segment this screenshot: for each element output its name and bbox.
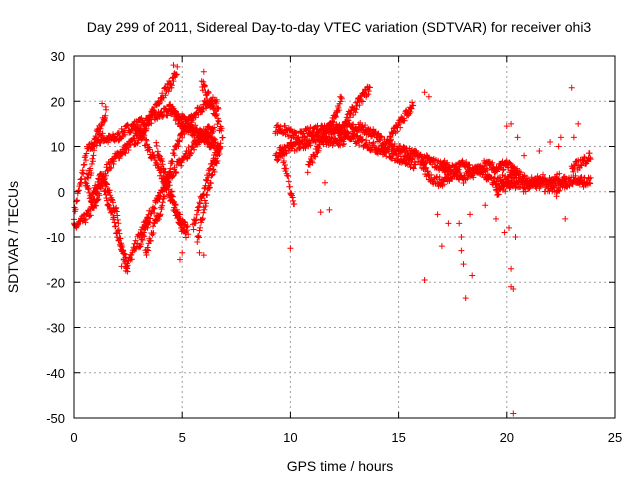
- series-track-l: [166, 101, 224, 153]
- grid-lines: [74, 56, 615, 418]
- data-points: [71, 62, 594, 417]
- y-tick-label: -30: [46, 321, 65, 336]
- x-tick-label: 25: [608, 430, 622, 445]
- y-tick-label: -10: [46, 230, 65, 245]
- x-tick-label: 5: [179, 430, 186, 445]
- x-tick-labels: 0 5 10 15 20 25: [70, 430, 622, 445]
- series-track-m: [198, 78, 226, 141]
- series-track-i: [153, 139, 192, 238]
- x-tick-label: 10: [283, 430, 297, 445]
- series-track-s: [326, 123, 419, 172]
- y-tick-labels: -50 -40 -30 -20 -10 0 10 20 30: [46, 49, 65, 426]
- series-track-k: [194, 149, 222, 245]
- y-tick-label: 0: [58, 185, 65, 200]
- x-tick-label: 15: [391, 430, 405, 445]
- series-track-t: [386, 99, 417, 143]
- series-track-z: [276, 144, 298, 208]
- series-track-x: [493, 175, 570, 198]
- y-tick-label: 30: [51, 49, 65, 64]
- y-tick-label: -20: [46, 275, 65, 290]
- y-axis-label: SDTVAR / TECUs: [5, 181, 21, 293]
- series-track-c: [81, 170, 153, 271]
- axis-ticks: [73, 55, 616, 419]
- series-track-d: [88, 176, 131, 275]
- series-track-y: [568, 150, 594, 175]
- series-track-v: [438, 157, 521, 181]
- y-tick-label: -50: [46, 411, 65, 426]
- y-tick-label: 10: [51, 140, 65, 155]
- outlier-points: [99, 62, 582, 417]
- x-axis-label: GPS time / hours: [287, 458, 394, 474]
- y-tick-label: 20: [51, 94, 65, 109]
- x-tick-label: 0: [70, 430, 77, 445]
- x-tick-label: 20: [500, 430, 514, 445]
- chart-title: Day 299 of 2011, Sidereal Day-to-day VTE…: [87, 19, 592, 35]
- series-track-p: [304, 93, 345, 176]
- y-tick-label: -40: [46, 366, 65, 381]
